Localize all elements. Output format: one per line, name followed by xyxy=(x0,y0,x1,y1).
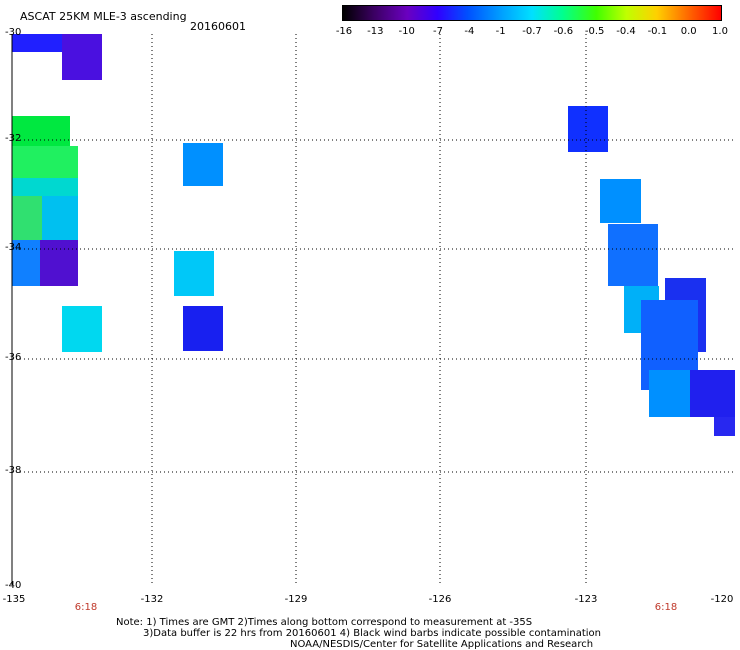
lat-label-32: -32 xyxy=(5,133,22,144)
lon-label-120: -120 xyxy=(710,594,734,605)
colorbar-label: -0.7 xyxy=(522,26,542,37)
time-label-left: 6:18 xyxy=(74,602,98,613)
colorbar-label: -0.1 xyxy=(647,26,668,37)
colorbar-label: -1 xyxy=(495,26,506,37)
color-scale-bar xyxy=(342,5,722,21)
colorbar-label: -4 xyxy=(464,26,475,37)
lat-label-40: -40 xyxy=(5,580,22,591)
colorbar-label: -0.5 xyxy=(584,26,605,37)
lat-label-30: -30 xyxy=(5,27,22,38)
colorbar-label: 0.0 xyxy=(680,26,697,37)
colorbar-label: -0.4 xyxy=(616,26,636,37)
time-label-right: 6:18 xyxy=(654,602,678,613)
map-date: 20160601 xyxy=(190,20,246,33)
colorbar-label: 1.0 xyxy=(712,26,728,37)
lon-label-129: -129 xyxy=(284,594,308,605)
colorbar-label: -7 xyxy=(433,26,443,37)
lat-label-38: -38 xyxy=(5,465,22,476)
lon-label-132: -132 xyxy=(140,594,164,605)
map-title: ASCAT 25KM MLE-3 ascending xyxy=(20,10,187,23)
colorbar-label: -0.6 xyxy=(553,26,574,37)
note-line-3: NOAA/NESDIS/Center for Satellite Applica… xyxy=(290,639,594,650)
lon-label-123: -123 xyxy=(574,594,598,605)
colorbar-label: -16 xyxy=(335,26,353,37)
wind-data-cells xyxy=(12,34,735,436)
note-line-1: Note: 1) Times are GMT 2)Times along bot… xyxy=(116,617,533,628)
colorbar-label: -13 xyxy=(367,26,384,37)
map-grid xyxy=(12,34,735,585)
colorbar-label: -10 xyxy=(398,26,415,37)
lat-label-36: -36 xyxy=(5,352,22,363)
note-line-2: 3)Data buffer is 22 hrs from 20160601 4)… xyxy=(143,628,601,639)
lon-label-135: -135 xyxy=(2,594,26,605)
lat-label-34: -34 xyxy=(5,242,22,253)
lon-label-126: -126 xyxy=(428,594,452,605)
